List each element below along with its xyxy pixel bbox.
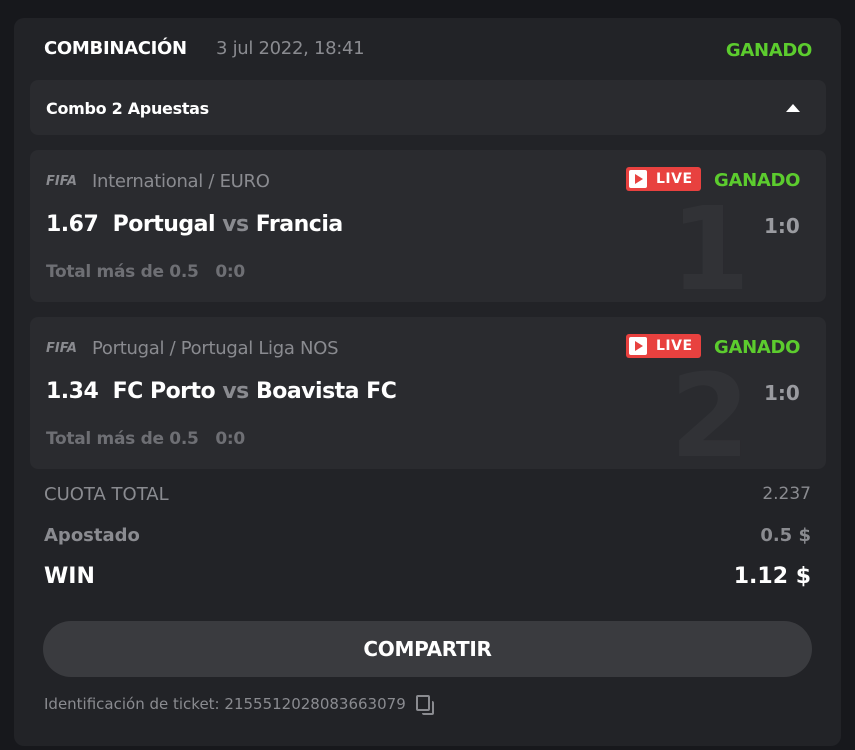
stake-row: Apostado 0.5 $ [44,525,811,546]
market: Total más de 0.5 0:0 [46,262,245,282]
fifa-logo-icon: FIFA [46,341,77,356]
market-name: Total más de 0.5 [46,429,199,449]
win-value: 1.12 $ [733,564,811,589]
bet-date: 3 jul 2022, 18:41 [216,38,365,59]
chevron-up-icon [786,104,800,112]
ticket-label: Identificación de ticket: 21555120280836… [44,695,406,713]
away-team: Francia [255,212,343,237]
fifa-logo-icon: FIFA [46,174,77,189]
match-score: 1:0 [764,214,800,238]
league-name: International / EURO [92,171,270,192]
bet-ticket-card: COMBINACIÓN 3 jul 2022, 18:41 GANADO Com… [14,18,841,746]
live-badge[interactable]: LIVE [626,167,701,191]
market: Total más de 0.5 0:0 [46,429,245,449]
live-label: LIVE [656,171,693,187]
market-name: Total más de 0.5 [46,262,199,282]
share-button[interactable]: COMPARTIR [43,621,812,677]
match-line: 1.34 FC Porto vs Boavista FC [46,379,397,404]
match-score: 1:0 [764,381,800,405]
stake-value: 0.5 $ [760,525,811,546]
league-name: Portugal / Portugal Liga NOS [92,338,339,359]
home-team: Portugal [112,212,216,237]
play-icon [629,337,647,355]
market-score: 0:0 [215,429,245,449]
total-odds-row: CUOTA TOTAL 2.237 [44,484,811,505]
ticket-label-text: Identificación de ticket: [44,695,220,713]
bet-item: 1 FIFA International / EURO LIVE GANADO … [30,150,826,302]
total-odds-label: CUOTA TOTAL [44,484,169,505]
live-label: LIVE [656,338,693,354]
bet-item: 2 FIFA Portugal / Portugal Liga NOS LIVE… [30,317,826,469]
bet-index: 2 [669,367,750,467]
bet-index: 1 [669,200,750,300]
bet-status: GANADO [714,337,801,358]
combo-label: Combo 2 Apuestas [46,99,209,118]
vs-label: vs [222,379,249,404]
copy-icon[interactable] [415,695,434,715]
ticket-id-row: Identificación de ticket: 21555120280836… [44,695,434,715]
away-team: Boavista FC [255,379,397,404]
win-row: WIN 1.12 $ [44,564,811,589]
stake-label: Apostado [44,525,140,546]
live-badge[interactable]: LIVE [626,334,701,358]
ticket-id: 2155512028083663079 [224,695,406,713]
home-team: FC Porto [112,379,216,404]
combo-toggle[interactable]: Combo 2 Apuestas [30,80,826,135]
odds: 1.67 [46,212,99,237]
market-score: 0:0 [215,262,245,282]
play-icon [629,170,647,188]
vs-label: vs [222,212,249,237]
win-label: WIN [44,564,95,589]
total-odds-value: 2.237 [762,484,811,504]
bet-type-title: COMBINACIÓN [44,38,187,59]
match-line: 1.67 Portugal vs Francia [46,212,343,237]
odds: 1.34 [46,379,99,404]
bet-status: GANADO [714,170,801,191]
status-badge: GANADO [725,40,812,61]
